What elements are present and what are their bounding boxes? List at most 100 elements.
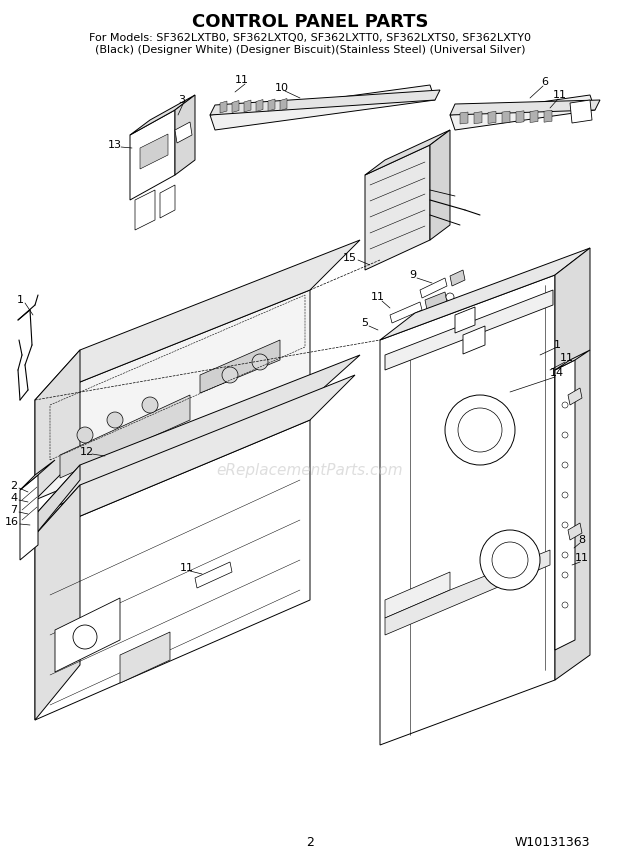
Text: 14: 14 (550, 368, 564, 378)
Text: 11: 11 (371, 292, 385, 302)
Circle shape (445, 395, 515, 465)
Polygon shape (570, 100, 592, 123)
Polygon shape (35, 420, 310, 720)
Polygon shape (35, 375, 355, 535)
Polygon shape (380, 248, 590, 340)
Polygon shape (280, 98, 287, 110)
Text: 7: 7 (11, 505, 17, 515)
Circle shape (458, 408, 502, 452)
Polygon shape (516, 110, 524, 122)
Polygon shape (195, 562, 232, 588)
Polygon shape (160, 185, 175, 218)
Text: CONTROL PANEL PARTS: CONTROL PANEL PARTS (192, 13, 428, 31)
Text: 6: 6 (541, 77, 549, 87)
Polygon shape (256, 99, 263, 111)
Polygon shape (544, 110, 552, 122)
Polygon shape (20, 460, 55, 490)
Circle shape (252, 354, 268, 370)
Polygon shape (450, 270, 465, 286)
Text: 12: 12 (80, 447, 94, 457)
Text: 4: 4 (11, 493, 17, 503)
Text: 8: 8 (578, 535, 585, 545)
Polygon shape (463, 326, 485, 354)
Text: 2: 2 (11, 481, 17, 491)
Text: 11: 11 (560, 353, 574, 363)
Text: 1: 1 (554, 340, 560, 350)
Text: W10131363: W10131363 (515, 835, 590, 848)
Polygon shape (200, 340, 280, 393)
Polygon shape (35, 485, 80, 720)
Polygon shape (35, 355, 360, 515)
Polygon shape (244, 100, 251, 112)
Polygon shape (385, 290, 553, 370)
Polygon shape (425, 292, 447, 310)
Text: 11: 11 (553, 90, 567, 100)
Polygon shape (35, 240, 360, 400)
Circle shape (562, 432, 568, 438)
Circle shape (222, 367, 238, 383)
Polygon shape (20, 475, 38, 560)
Polygon shape (175, 122, 192, 143)
Polygon shape (175, 95, 195, 175)
Polygon shape (380, 275, 555, 745)
Polygon shape (450, 95, 595, 130)
Circle shape (142, 397, 158, 413)
Polygon shape (130, 95, 195, 135)
Circle shape (107, 412, 123, 428)
Polygon shape (220, 101, 227, 113)
Polygon shape (450, 100, 600, 115)
Text: For Models: SF362LXTB0, SF362LXTQ0, SF362LXTT0, SF362LXTS0, SF362LXTY0: For Models: SF362LXTB0, SF362LXTQ0, SF36… (89, 33, 531, 43)
Polygon shape (60, 395, 190, 478)
Polygon shape (210, 90, 440, 115)
Polygon shape (232, 100, 239, 112)
Circle shape (562, 492, 568, 498)
Text: 11: 11 (180, 563, 194, 573)
Circle shape (77, 427, 93, 443)
Circle shape (562, 522, 568, 528)
Text: 13: 13 (108, 140, 122, 150)
Polygon shape (120, 632, 170, 683)
Polygon shape (35, 350, 80, 500)
Polygon shape (390, 302, 422, 323)
Polygon shape (385, 550, 550, 635)
Text: 1: 1 (17, 295, 24, 305)
Text: 3: 3 (179, 95, 185, 105)
Polygon shape (555, 350, 590, 370)
Polygon shape (365, 145, 430, 270)
Text: 16: 16 (5, 517, 19, 527)
Circle shape (562, 552, 568, 558)
Polygon shape (460, 112, 468, 124)
Polygon shape (140, 134, 168, 169)
Circle shape (562, 572, 568, 578)
Polygon shape (35, 290, 310, 500)
Polygon shape (130, 110, 175, 200)
Polygon shape (430, 130, 450, 240)
Text: 11: 11 (235, 75, 249, 85)
Circle shape (492, 542, 528, 578)
Polygon shape (568, 388, 582, 405)
Circle shape (446, 293, 454, 301)
Circle shape (73, 625, 97, 649)
Circle shape (562, 602, 568, 608)
Text: 11: 11 (575, 553, 589, 563)
Polygon shape (135, 190, 155, 230)
Polygon shape (568, 523, 582, 540)
Text: 5: 5 (361, 318, 368, 328)
Polygon shape (502, 111, 510, 123)
Polygon shape (35, 400, 310, 535)
Polygon shape (55, 598, 120, 672)
Circle shape (480, 530, 540, 590)
Text: 10: 10 (275, 83, 289, 93)
Polygon shape (555, 360, 575, 650)
Polygon shape (268, 99, 275, 111)
Polygon shape (365, 130, 450, 175)
Polygon shape (530, 110, 538, 122)
Polygon shape (420, 278, 447, 298)
Text: (Black) (Designer White) (Designer Biscuit)(Stainless Steel) (Universal Silver): (Black) (Designer White) (Designer Biscu… (95, 45, 525, 55)
Polygon shape (385, 572, 450, 618)
Text: 2: 2 (306, 835, 314, 848)
Polygon shape (210, 85, 435, 130)
Polygon shape (35, 465, 80, 535)
Polygon shape (455, 307, 475, 333)
Text: 15: 15 (343, 253, 357, 263)
